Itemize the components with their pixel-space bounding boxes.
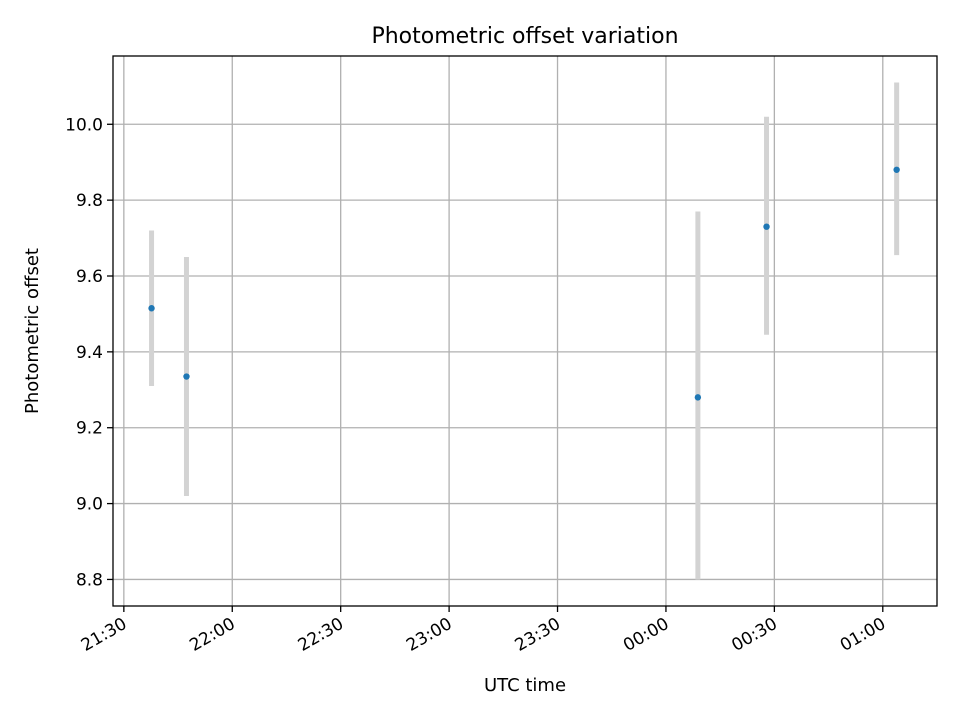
data-points (148, 166, 900, 401)
y-tick-label: 9.4 (76, 343, 103, 363)
y-tick-label: 9.0 (76, 495, 103, 515)
y-tick-label: 9.6 (76, 267, 103, 287)
data-point (148, 305, 155, 312)
x-tick-label: 00:00 (620, 614, 672, 656)
x-tick-label: 22:30 (295, 614, 347, 656)
y-tick-label: 8.8 (76, 570, 103, 590)
y-tick-label: 9.8 (76, 191, 103, 211)
error-bars (149, 82, 900, 580)
x-axis-label: UTC time (484, 675, 566, 696)
x-tick-label: 00:30 (728, 614, 780, 656)
y-tick-label: 9.2 (76, 419, 103, 439)
data-point (893, 166, 900, 173)
x-tick-label: 21:30 (78, 614, 130, 656)
x-tick-label: 23:00 (403, 614, 455, 656)
x-tick-label: 01:00 (837, 614, 889, 656)
chart-title: Photometric offset variation (371, 24, 678, 49)
grid (113, 56, 937, 606)
data-point (763, 223, 770, 230)
y-axis: 8.8 9.0 9.2 9.4 9.6 9.8 10.0 (65, 115, 113, 590)
x-tick-label: 23:30 (512, 614, 564, 656)
data-point (183, 373, 190, 380)
x-axis: 21:30 22:00 22:30 23:00 23:30 00:00 00:30 01:00 (78, 606, 889, 656)
y-tick-label: 10.0 (65, 115, 103, 135)
plot-frame (112, 55, 938, 607)
y-axis-label: Photometric offset (22, 248, 43, 414)
x-tick-label: 22:00 (186, 614, 238, 656)
data-point (694, 394, 702, 401)
